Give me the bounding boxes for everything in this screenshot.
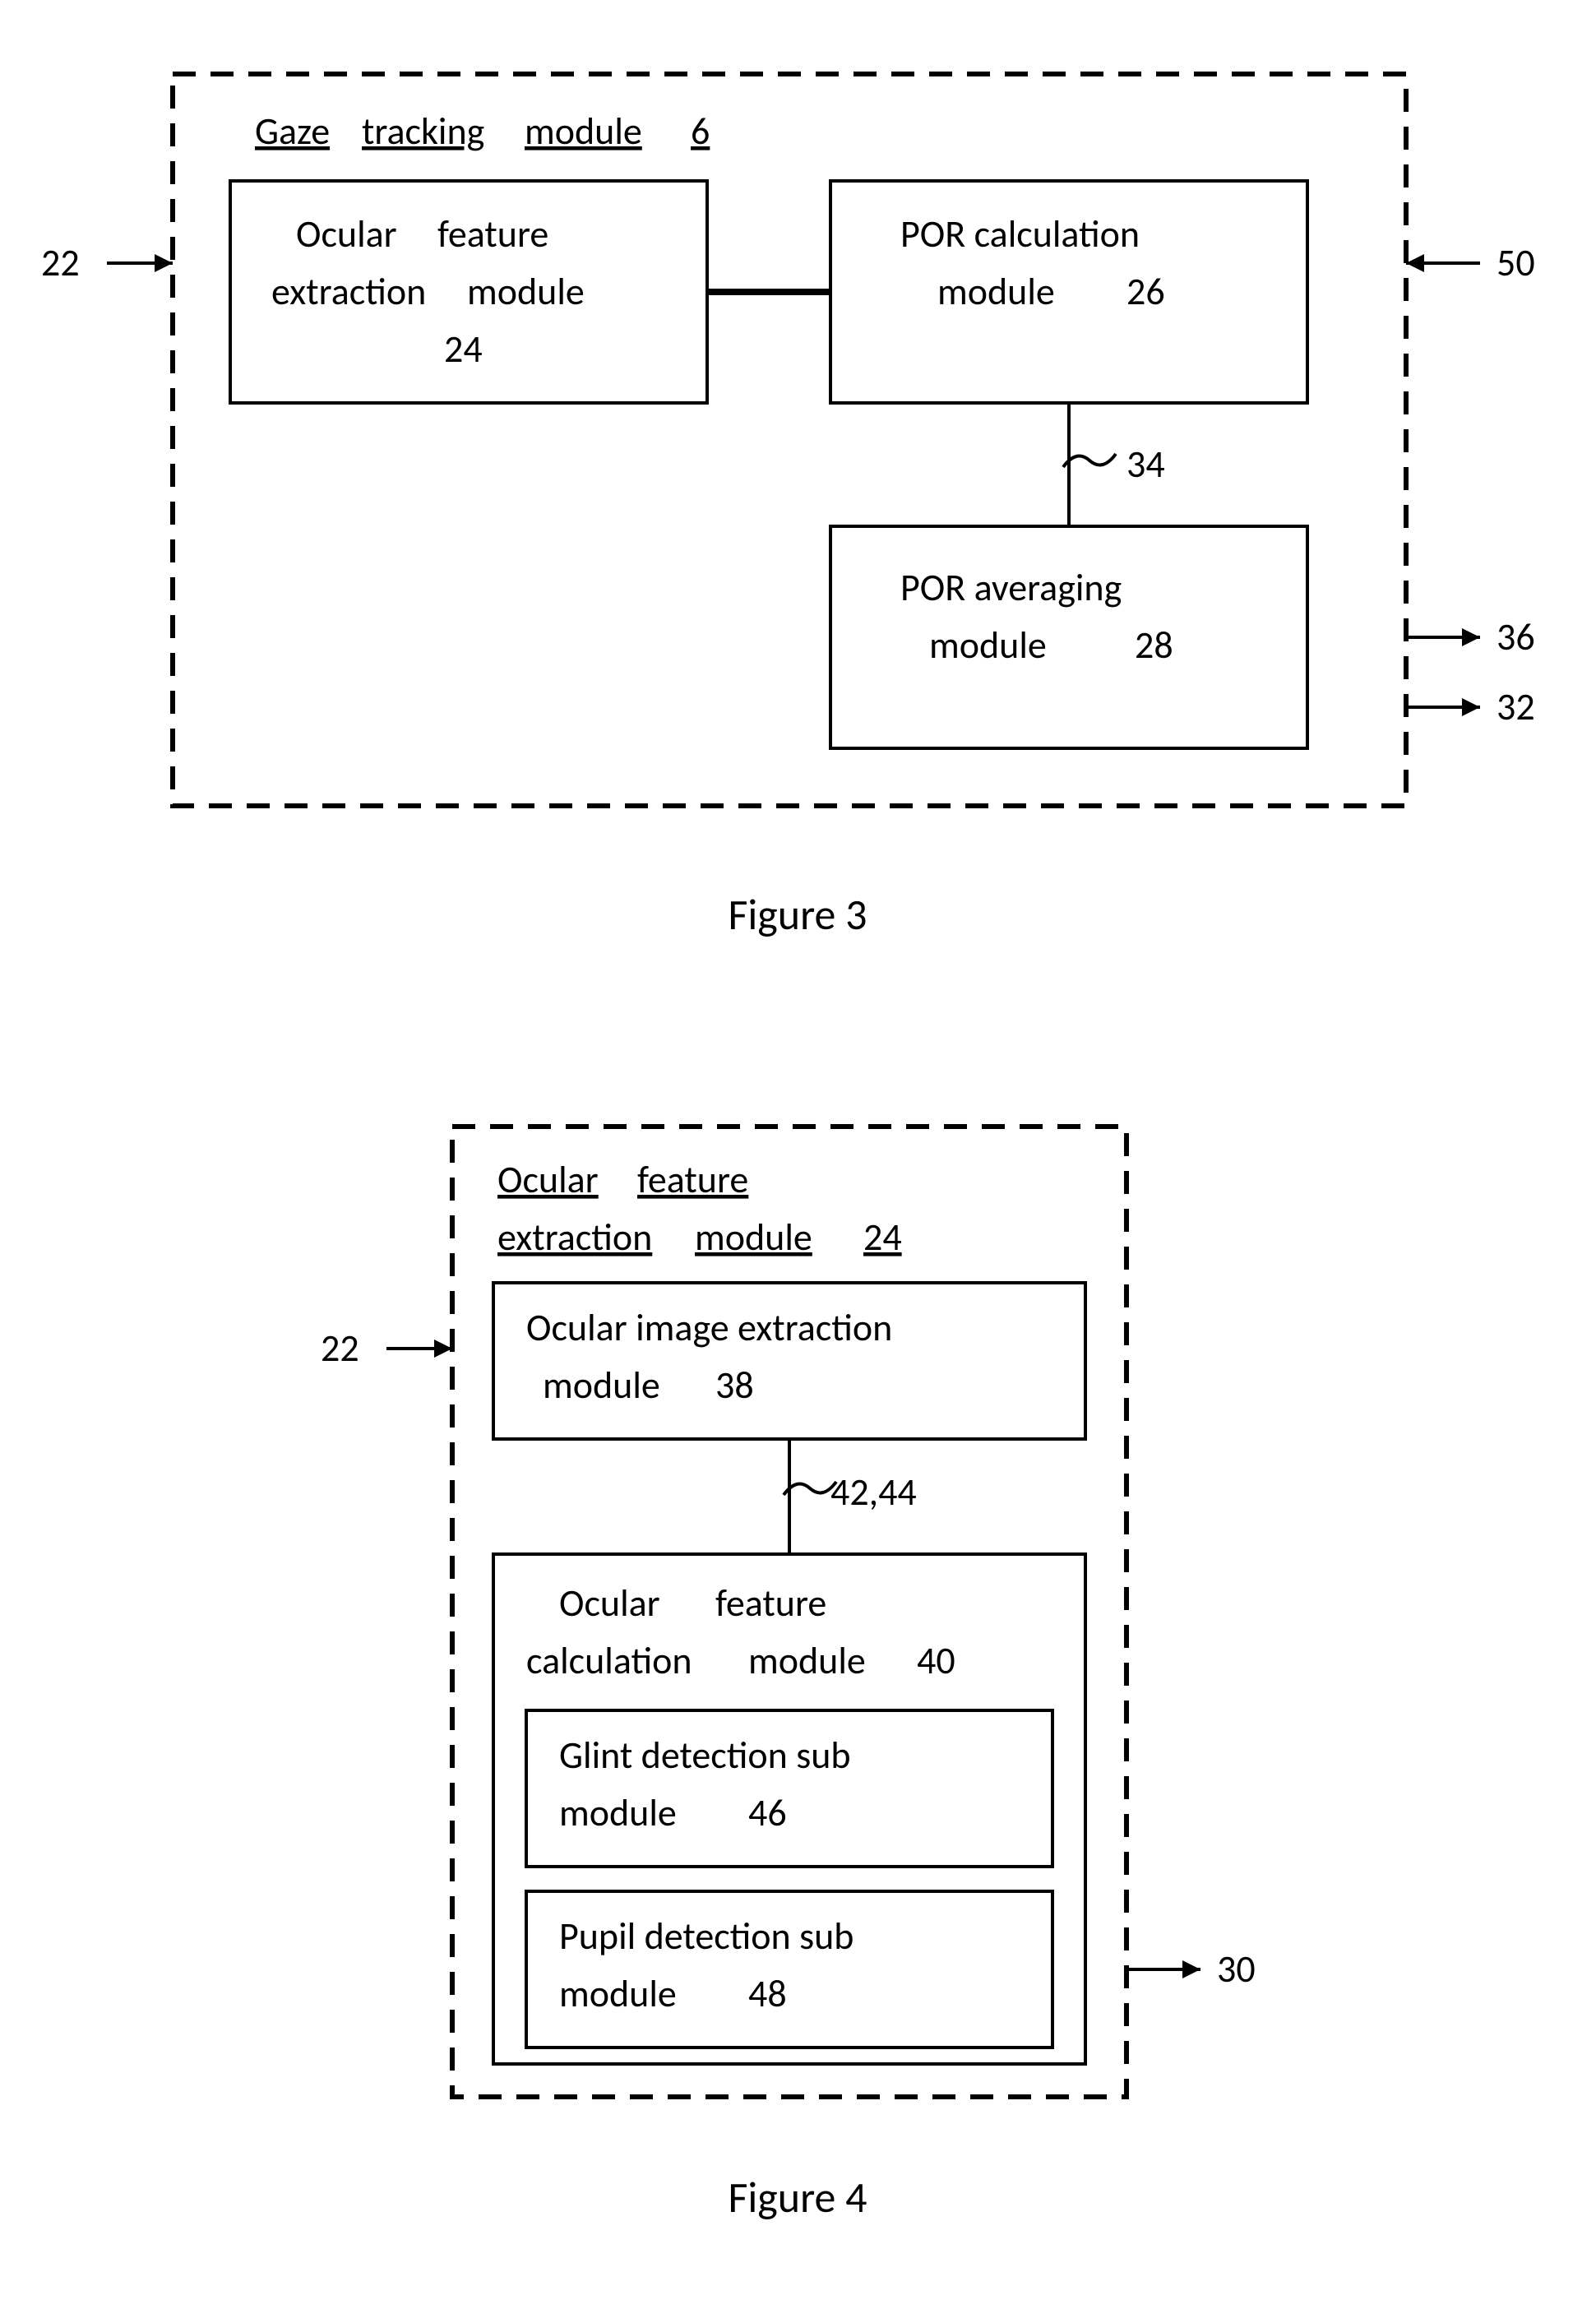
module-title-part: 6 — [691, 109, 710, 155]
ocular_feature_extraction-label: Ocular — [296, 211, 397, 257]
connector-label-right_50: 50 — [1497, 240, 1535, 286]
ocular_feature_calc-label: feature — [715, 1580, 826, 1626]
module-title-part: Gaze — [255, 109, 330, 155]
glint_sub-label: Glint detection sub — [559, 1733, 851, 1779]
por_calculation-label: 26 — [1126, 269, 1165, 315]
por_calculation-label: POR calculation — [900, 211, 1140, 257]
por_averaging-label: POR averaging — [900, 565, 1122, 611]
connector-label-out_36: 36 — [1497, 614, 1535, 660]
module-title-part: module — [525, 109, 642, 155]
module-outer-dashed — [173, 74, 1406, 806]
por_averaging-box — [830, 526, 1307, 748]
ocular_feature_extraction-label: extraction — [271, 269, 426, 315]
por_averaging-label: module — [929, 622, 1047, 669]
ocular_feature_extraction-label: feature — [437, 211, 548, 257]
ocular_feature_calc-label: module — [748, 1638, 866, 1684]
connector-label-out_32: 32 — [1497, 684, 1535, 730]
figure-caption: Figure 4 — [728, 2171, 867, 2223]
ocular_feature_calc-label: calculation — [526, 1638, 692, 1684]
por_calculation-label: module — [937, 269, 1055, 315]
ocular_image_extraction-label: Ocular image extraction — [526, 1305, 892, 1351]
pupil_sub-label: Pupil detection sub — [559, 1913, 854, 1960]
connector-label-out_30: 30 — [1217, 1946, 1256, 1992]
connector-label-left_22: 22 — [321, 1326, 359, 1372]
figure-caption: Figure 3 — [728, 888, 867, 941]
connector-label-down_34: 34 — [1126, 442, 1165, 488]
ocular_image_extraction-label: 38 — [715, 1363, 754, 1409]
module-title-part: 24 — [863, 1215, 902, 1261]
module-title-part: Ocular — [497, 1157, 599, 1203]
module-title-part: feature — [637, 1157, 748, 1203]
ocular_feature_extraction-label: module — [467, 269, 585, 315]
module-title-part: extraction — [497, 1215, 652, 1261]
pupil_sub-label: module — [559, 1971, 677, 2017]
pupil_sub-label: 48 — [748, 1971, 787, 2017]
ocular_feature_calc-label: 40 — [917, 1638, 955, 1684]
glint_sub-label: module — [559, 1790, 677, 1836]
ocular_feature_calc-label: Ocular — [559, 1580, 660, 1626]
module-title-part: module — [695, 1215, 812, 1261]
connector-label-down_42_44: 42,44 — [830, 1469, 917, 1515]
glint_sub-label: 46 — [748, 1790, 787, 1836]
ocular_image_extraction-label: module — [543, 1363, 660, 1409]
por_averaging-label: 28 — [1135, 622, 1173, 669]
module-title-part: tracking — [362, 109, 484, 155]
ocular_feature_extraction-label: 24 — [444, 326, 483, 372]
connector-label-left_22: 22 — [41, 240, 80, 286]
